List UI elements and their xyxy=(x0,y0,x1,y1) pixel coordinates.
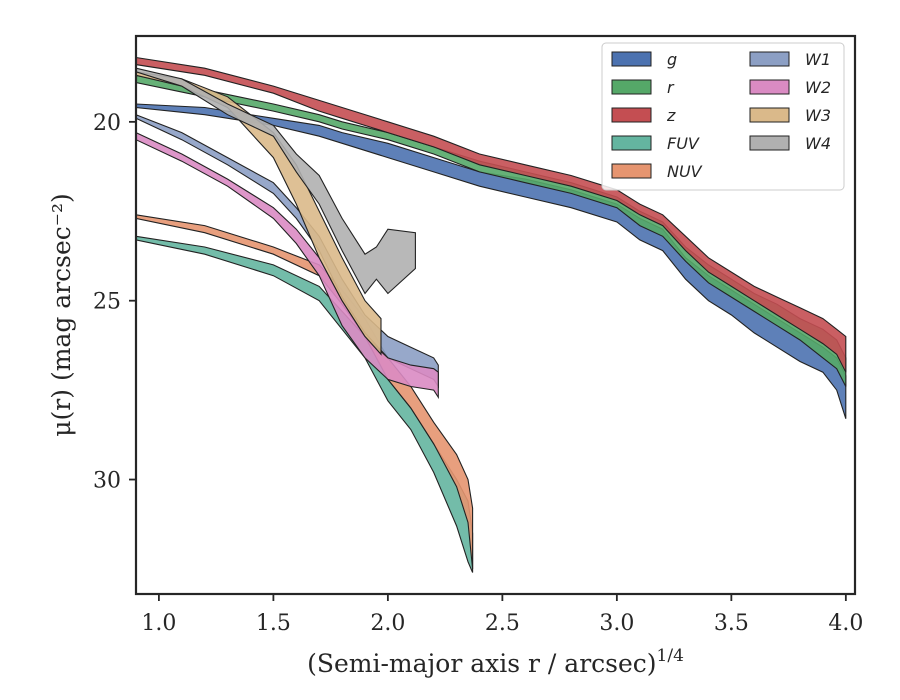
legend-swatch-w4 xyxy=(749,135,790,151)
legend-swatch-z xyxy=(611,107,652,123)
legend-label-fuv: FUV xyxy=(667,134,700,153)
legend-label-w1: W1 xyxy=(805,50,831,69)
x-tick-label: 4.0 xyxy=(828,611,863,636)
x-tick-label: 3.5 xyxy=(714,611,749,636)
legend: grz FUV NUV W1 W2 W3 W4 xyxy=(601,42,845,191)
series-band-nuv xyxy=(135,214,474,570)
legend-label-r: r xyxy=(667,78,675,97)
legend-swatch-w2 xyxy=(749,79,790,95)
y-tick-label: 30 xyxy=(93,469,121,494)
x-tick-label: 1.5 xyxy=(256,611,291,636)
legend-label-w3: W3 xyxy=(805,106,831,125)
x-tick-label: 2.0 xyxy=(370,611,405,636)
legend-swatch-g xyxy=(611,51,652,67)
legend-label-w4: W4 xyxy=(805,134,831,153)
x-axis-title: (Semi-major axis r / arcsec)1/4 xyxy=(307,646,684,678)
legend-swatch-w1 xyxy=(749,51,790,67)
legend-swatch-nuv xyxy=(611,163,652,179)
x-tick-label: 2.5 xyxy=(485,611,520,636)
series-band-z xyxy=(135,56,847,373)
y-tick-label: 25 xyxy=(93,290,121,315)
series-band-w2 xyxy=(135,131,439,400)
series-layer xyxy=(135,56,847,573)
x-tick-label: 3.0 xyxy=(599,611,634,636)
legend-label-nuv: NUV xyxy=(667,162,703,181)
y-tick-label: 20 xyxy=(93,111,121,136)
legend-label-z: z xyxy=(666,106,676,125)
axes-layer: 1.0 1.5 2.0 2.5 3.0 3.5 4.0 20 25 30 (Semi-major a… xyxy=(47,111,863,678)
legend-label-g: g xyxy=(667,50,677,69)
legend-swatch-r xyxy=(611,79,652,95)
legend-swatch-fuv xyxy=(611,135,652,151)
plot-frame xyxy=(134,34,857,596)
y-axis-title: μ(r) (mag arcsec⁻²) xyxy=(47,193,76,436)
x-tick-label: 1.0 xyxy=(141,611,176,636)
series-band-w4 xyxy=(135,67,416,295)
legend-label-w2: W2 xyxy=(805,78,831,97)
legend-swatch-w3 xyxy=(749,107,790,123)
